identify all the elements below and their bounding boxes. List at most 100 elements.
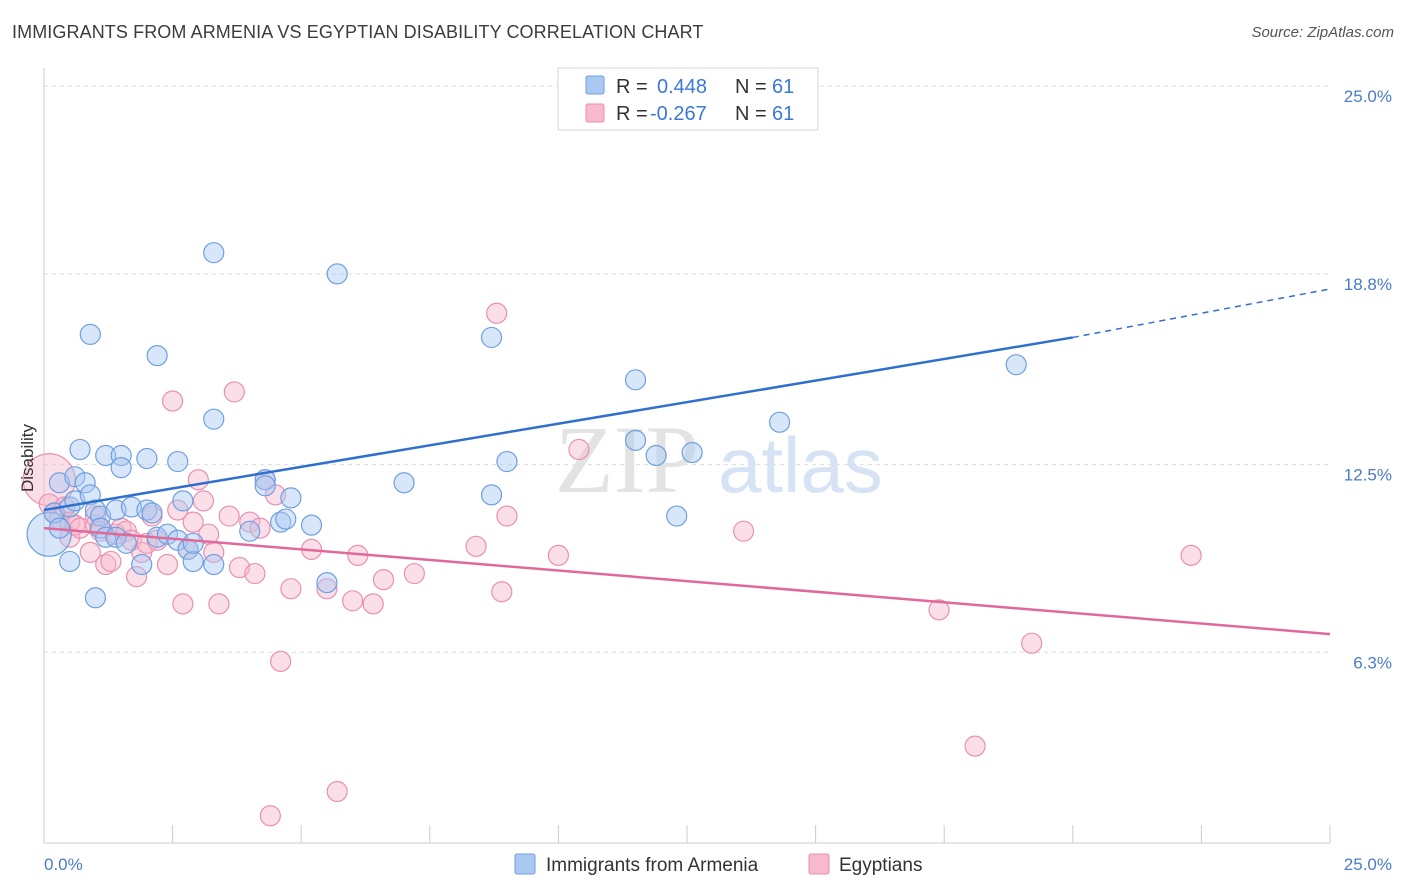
armenia-point — [172, 490, 194, 512]
armenia-point — [115, 532, 137, 554]
egypt-trend-line — [43, 526, 1331, 636]
egypt-point — [259, 805, 281, 827]
egypt-point — [162, 390, 184, 412]
armenia-point — [136, 447, 158, 470]
armenia-point — [110, 444, 132, 467]
armenia-point — [110, 457, 132, 479]
armenia-point — [167, 450, 189, 473]
bottom-legend-armenia-label: Immigrants from Armenia — [546, 855, 759, 876]
egypt-point — [208, 593, 230, 615]
trend-lines — [43, 288, 1331, 636]
armenia-point — [326, 263, 348, 285]
y-tick-label: 25.0% — [1344, 87, 1392, 106]
armenia-point — [316, 572, 338, 594]
armenia-point — [480, 326, 503, 349]
armenia-point — [645, 444, 667, 467]
legend-n-value-2: 61 — [772, 103, 794, 125]
egypt-point — [244, 562, 266, 585]
y-tick-labels: 6.3% 12.5% 18.8% 25.0% — [1344, 87, 1392, 672]
armenia-point — [79, 323, 101, 346]
egypt-point — [239, 511, 261, 533]
armenia-point — [182, 532, 204, 554]
armenia-point — [95, 444, 117, 467]
watermark-atlas: atlas — [718, 421, 883, 509]
armenia-point — [624, 429, 647, 451]
armenia-point — [131, 553, 153, 576]
armenia-point — [141, 502, 163, 524]
armenia-point — [146, 344, 168, 367]
armenia-point — [624, 369, 647, 391]
armenia-point — [681, 441, 703, 464]
source-credit: Source: ZipAtlas.com — [1251, 24, 1394, 41]
egypt-point — [218, 505, 240, 527]
armenia-point — [280, 487, 302, 509]
egypt-point — [491, 581, 513, 603]
armenia-point — [275, 508, 297, 530]
egypt-point — [192, 490, 215, 512]
armenia-points — [26, 93, 1027, 609]
egypt-point — [125, 565, 148, 588]
armenia-point — [182, 550, 204, 573]
legend-r-label-1: R = — [616, 76, 648, 98]
legend-r-value-2: -0.267 — [650, 103, 707, 125]
armenia-point — [203, 408, 225, 430]
egypt-point — [316, 578, 338, 600]
egypt-point — [362, 593, 384, 615]
armenia-point — [26, 511, 72, 557]
bottom-legend-armenia-swatch — [514, 853, 536, 875]
egypt-point — [372, 569, 395, 591]
armenia-point — [254, 475, 276, 497]
y-tick-label: 6.3% — [1353, 653, 1392, 672]
legend-box: R = 0.448 N = 61 R = -0.267 N = 61 — [557, 67, 819, 131]
armenia-point — [393, 472, 415, 494]
armenia-point — [496, 450, 518, 473]
armenia-point — [1005, 354, 1027, 376]
armenia-trend-extension — [1072, 288, 1331, 339]
egypt-point — [568, 438, 590, 461]
y-axis-label: Disability — [18, 423, 37, 492]
egypt-point — [1021, 632, 1043, 654]
y-tick-label: 18.8% — [1344, 275, 1392, 294]
egypt-point — [342, 590, 364, 612]
legend-armenia-swatch — [585, 75, 605, 95]
legend-n-label-2: N = — [735, 103, 767, 125]
egypt-point — [1180, 544, 1202, 567]
egypt-point — [964, 735, 986, 757]
armenia-point — [74, 472, 96, 494]
egypt-point — [100, 550, 122, 573]
axes — [43, 68, 1331, 844]
chart-title: IMMIGRANTS FROM ARMENIA VS EGYPTIAN DISA… — [12, 22, 704, 42]
egypt-point — [172, 593, 194, 615]
egypt-point — [182, 511, 204, 533]
armenia-point — [105, 526, 127, 548]
egypt-point — [326, 780, 348, 803]
x-tick-max: 25.0% — [1344, 855, 1392, 874]
armenia-point — [203, 242, 225, 264]
armenia-point — [105, 499, 127, 521]
armenia-point — [480, 484, 503, 506]
egypt-point — [403, 562, 425, 585]
armenia-trend-line — [43, 336, 1074, 512]
bottom-legend: Immigrants from Armenia Egyptians — [514, 853, 922, 876]
egypt-point — [79, 541, 101, 563]
egypt-point — [496, 505, 518, 527]
legend-r-label-2: R = — [616, 103, 648, 125]
egypt-point — [486, 302, 508, 324]
armenia-point — [120, 496, 143, 518]
legend-r-value-1: 0.448 — [657, 76, 707, 98]
egypt-point — [187, 469, 209, 491]
armenia-point — [203, 553, 225, 576]
egypt-point — [223, 381, 245, 403]
legend-egypt-swatch — [585, 103, 605, 123]
armenia-point — [59, 550, 81, 573]
egypt-point — [928, 599, 950, 621]
egypt-point — [280, 578, 302, 600]
armenia-point — [239, 520, 261, 542]
egypt-point — [547, 544, 570, 567]
egypt-point — [156, 553, 179, 576]
bottom-legend-egypt-label: Egyptians — [839, 855, 922, 876]
egypt-point — [465, 535, 487, 557]
legend-n-value-1: 61 — [772, 76, 794, 98]
legend-n-label-1: N = — [735, 76, 767, 98]
